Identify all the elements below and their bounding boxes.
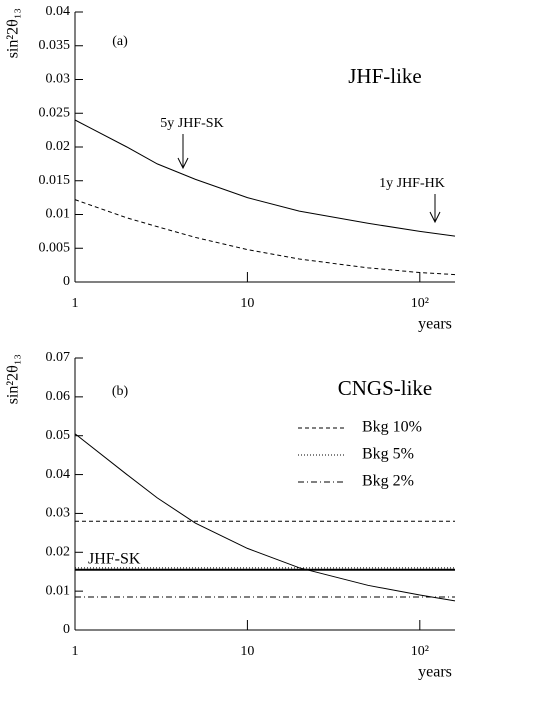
y-tick-label: 0.02	[46, 139, 71, 154]
x-tick-label: 1	[72, 644, 79, 659]
annotation: (b)	[112, 384, 129, 399]
series-line	[74, 119, 456, 237]
y-tick-label: 0.07	[46, 350, 71, 365]
y-tick-label: 0.04	[46, 4, 71, 19]
arrow-head	[429, 211, 441, 224]
x-tick-label: 1	[72, 296, 79, 311]
arrows	[177, 134, 441, 224]
y-tick-label: 0.05	[46, 428, 71, 443]
legend-label: Bkg 10%	[362, 419, 422, 436]
x-tick-label: 10	[240, 296, 254, 311]
y-tick-label: 0.035	[39, 38, 71, 53]
legend-label: Bkg 2%	[362, 473, 414, 490]
series-line	[74, 199, 456, 276]
annotation: 5y JHF-SK	[160, 116, 223, 131]
y-tick-label: 0.01	[46, 207, 71, 222]
x-tick-label: 10²	[411, 644, 429, 659]
y-tick-label: 0.04	[46, 467, 71, 482]
legend-label: Bkg 5%	[362, 446, 414, 463]
line-label: JHF-SK	[88, 550, 141, 567]
y-tick-label: 0	[63, 622, 70, 637]
y-axis-label: sin²2θ₁₃	[5, 354, 22, 404]
y-axis-label: sin²2θ₁₃	[5, 8, 22, 58]
y-tick-label: 0.06	[46, 389, 71, 404]
x-axis-label: years	[418, 664, 452, 681]
annotation: 1y JHF-HK	[379, 176, 445, 191]
y-tick-label: 0	[63, 274, 70, 289]
x-tick-label: 10	[240, 644, 254, 659]
annotation: (a)	[112, 34, 128, 49]
y-tick-label: 0.025	[39, 105, 71, 120]
y-tick-label: 0.015	[39, 173, 71, 188]
series-line	[74, 433, 456, 602]
x-tick-label: 10²	[411, 296, 429, 311]
y-tick-label: 0.01	[46, 583, 71, 598]
annotation: JHF-like	[348, 64, 422, 88]
x-axis-label: years	[418, 316, 452, 333]
annotation: CNGS-like	[338, 376, 433, 400]
y-tick-label: 0.02	[46, 545, 71, 560]
y-tick-label: 0.03	[46, 506, 71, 521]
y-tick-label: 0.005	[39, 240, 71, 255]
arrow-head	[177, 157, 189, 170]
y-tick-label: 0.03	[46, 72, 71, 87]
